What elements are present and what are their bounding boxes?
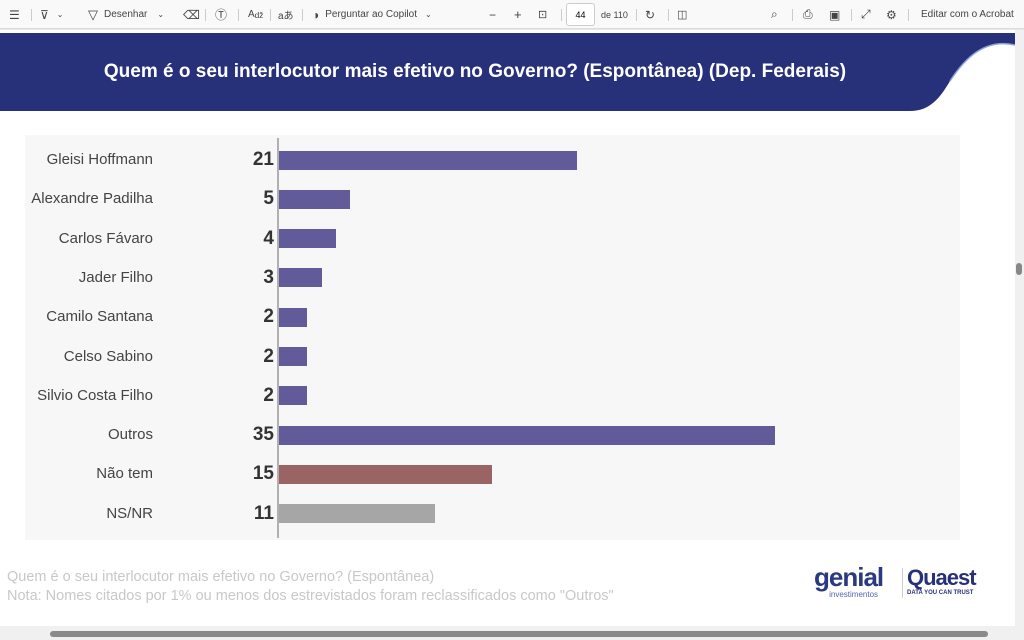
data-label: 35 bbox=[252, 424, 274, 446]
bar bbox=[279, 229, 336, 249]
slide-title: Quem é o seu interlocutor mais efetivo n… bbox=[103, 61, 847, 82]
edit-acrobat-button[interactable]: Editar com o Acrobat bbox=[921, 9, 1014, 20]
page-number-input[interactable] bbox=[566, 3, 595, 26]
bar bbox=[279, 189, 350, 209]
footnote-note: Nota: Nomes citados por 1% ou menos dos … bbox=[7, 588, 614, 604]
category-label: Silvio Costa Filho bbox=[37, 386, 153, 404]
category-label: Jader Filho bbox=[78, 268, 153, 286]
title-banner bbox=[0, 33, 1015, 111]
draw-label: Desenhar bbox=[104, 9, 148, 20]
save-icon[interactable]: ▣ bbox=[829, 7, 841, 22]
page-total: de 110 bbox=[601, 9, 628, 20]
category-label: Alexandre Padilha bbox=[31, 190, 153, 208]
data-label: 2 bbox=[263, 306, 274, 328]
bar bbox=[279, 386, 308, 406]
bar bbox=[279, 307, 308, 327]
category-label: Outros bbox=[107, 426, 153, 444]
highlight-icon[interactable]: ⊽ ⌄ bbox=[40, 7, 64, 22]
bar bbox=[279, 504, 435, 524]
bar bbox=[279, 464, 492, 484]
draw-icon: ▽ bbox=[88, 6, 98, 22]
contents-icon[interactable]: ☰ bbox=[9, 7, 20, 22]
copilot-button[interactable]: ◑ Perguntar ao Copilot ⌄ bbox=[312, 7, 432, 22]
category-label: Gleisi Hoffmann bbox=[46, 151, 153, 168]
bar bbox=[279, 150, 577, 170]
data-label: 5 bbox=[263, 188, 274, 210]
zoom-in-button[interactable]: + bbox=[514, 7, 522, 22]
footnote-question: Quem é o seu interlocutor mais efetivo n… bbox=[7, 569, 435, 585]
data-label: 2 bbox=[263, 384, 274, 406]
data-label: 15 bbox=[252, 463, 274, 485]
data-label: 11 bbox=[253, 502, 274, 524]
data-label: 21 bbox=[252, 149, 274, 170]
bar bbox=[279, 347, 308, 366]
vertical-scrollbar[interactable] bbox=[1015, 30, 1024, 626]
copilot-icon: ◑ bbox=[312, 7, 320, 22]
chart-axis bbox=[277, 138, 279, 538]
search-icon[interactable]: ⌕ bbox=[771, 7, 778, 21]
chart-area bbox=[25, 135, 960, 540]
translate-icon[interactable]: aあ bbox=[278, 11, 294, 22]
pdf-page: Quem é o seu interlocutor mais efetivo n… bbox=[0, 30, 1015, 626]
fullscreen-icon[interactable]: ⤢ bbox=[861, 7, 871, 21]
data-label: 4 bbox=[263, 227, 274, 249]
gear-icon[interactable]: ⚙ bbox=[886, 7, 897, 22]
eraser-icon[interactable]: ⌫ bbox=[183, 7, 200, 22]
category-label: Camilo Santana bbox=[46, 308, 153, 326]
horizontal-scroll-thumb[interactable] bbox=[50, 631, 988, 637]
page-view-icon[interactable]: ◫ bbox=[677, 9, 688, 21]
copilot-label: Perguntar ao Copilot bbox=[325, 9, 417, 20]
genial-logo: genial investimentos bbox=[814, 562, 884, 599]
category-label: NS/NR bbox=[106, 504, 153, 522]
quaest-logo: Quaest DATA YOU CAN TRUST bbox=[907, 565, 977, 597]
zoom-out-button[interactable]: − bbox=[489, 7, 497, 22]
category-label: Carlos Fávaro bbox=[58, 229, 153, 247]
print-icon[interactable]: ⎙ bbox=[803, 7, 813, 21]
category-label: Celso Sabino bbox=[63, 347, 153, 365]
vertical-scroll-thumb[interactable] bbox=[1016, 263, 1022, 275]
fit-page-icon[interactable]: ⊡ bbox=[538, 9, 548, 21]
bar bbox=[279, 268, 322, 288]
draw-button[interactable]: ▽ Desenhar ⌄ bbox=[88, 6, 165, 22]
data-label: 2 bbox=[263, 345, 274, 367]
logo-divider bbox=[902, 568, 903, 598]
text-box-icon[interactable]: Ⓣ bbox=[215, 8, 228, 22]
data-label: 3 bbox=[263, 266, 274, 288]
rotate-icon[interactable]: ↻ bbox=[645, 7, 656, 22]
category-label: Não tem bbox=[96, 465, 153, 483]
bar bbox=[279, 425, 775, 445]
